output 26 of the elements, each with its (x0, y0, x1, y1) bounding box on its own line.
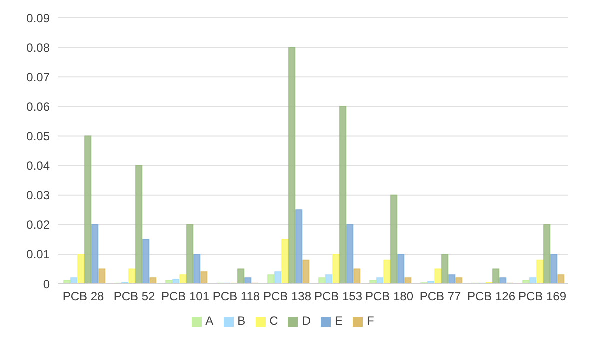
x-tick-label: PCB 52 (114, 290, 156, 304)
legend-label: A (206, 314, 214, 328)
legend-label: E (335, 314, 344, 328)
legend-label: D (302, 314, 311, 328)
y-tick-label: 0.07 (26, 70, 50, 84)
y-tick-label: 0.05 (26, 129, 50, 144)
y-tick-label: 0.04 (26, 159, 50, 174)
y-tick-label: 0.09 (26, 11, 50, 26)
x-tick-label: PCB 153 (314, 290, 363, 304)
x-tick-label: PCB 138 (263, 290, 312, 304)
x-tick-label: PCB 180 (365, 290, 414, 304)
x-tick-label: PCB 126 (467, 290, 516, 304)
legend-label: F (367, 314, 374, 328)
y-tick-label: 0.02 (26, 218, 50, 232)
y-tick-label: 0.08 (26, 40, 50, 55)
legend-label: B (238, 314, 246, 328)
x-tick-label: PCB 28 (62, 290, 104, 304)
y-tick-label: 0.03 (26, 188, 50, 203)
y-tick-label: 0 (43, 277, 50, 292)
x-tick-label: PCB 118 (212, 290, 260, 304)
x-tick-label: PCB 77 (420, 290, 462, 304)
x-tick-label: PCB 169 (518, 290, 567, 304)
y-tick-label: 0.01 (26, 248, 50, 262)
y-tick-label: 0.06 (26, 100, 50, 114)
x-tick-label: PCB 101 (161, 290, 210, 304)
legend-label: C (270, 314, 278, 328)
